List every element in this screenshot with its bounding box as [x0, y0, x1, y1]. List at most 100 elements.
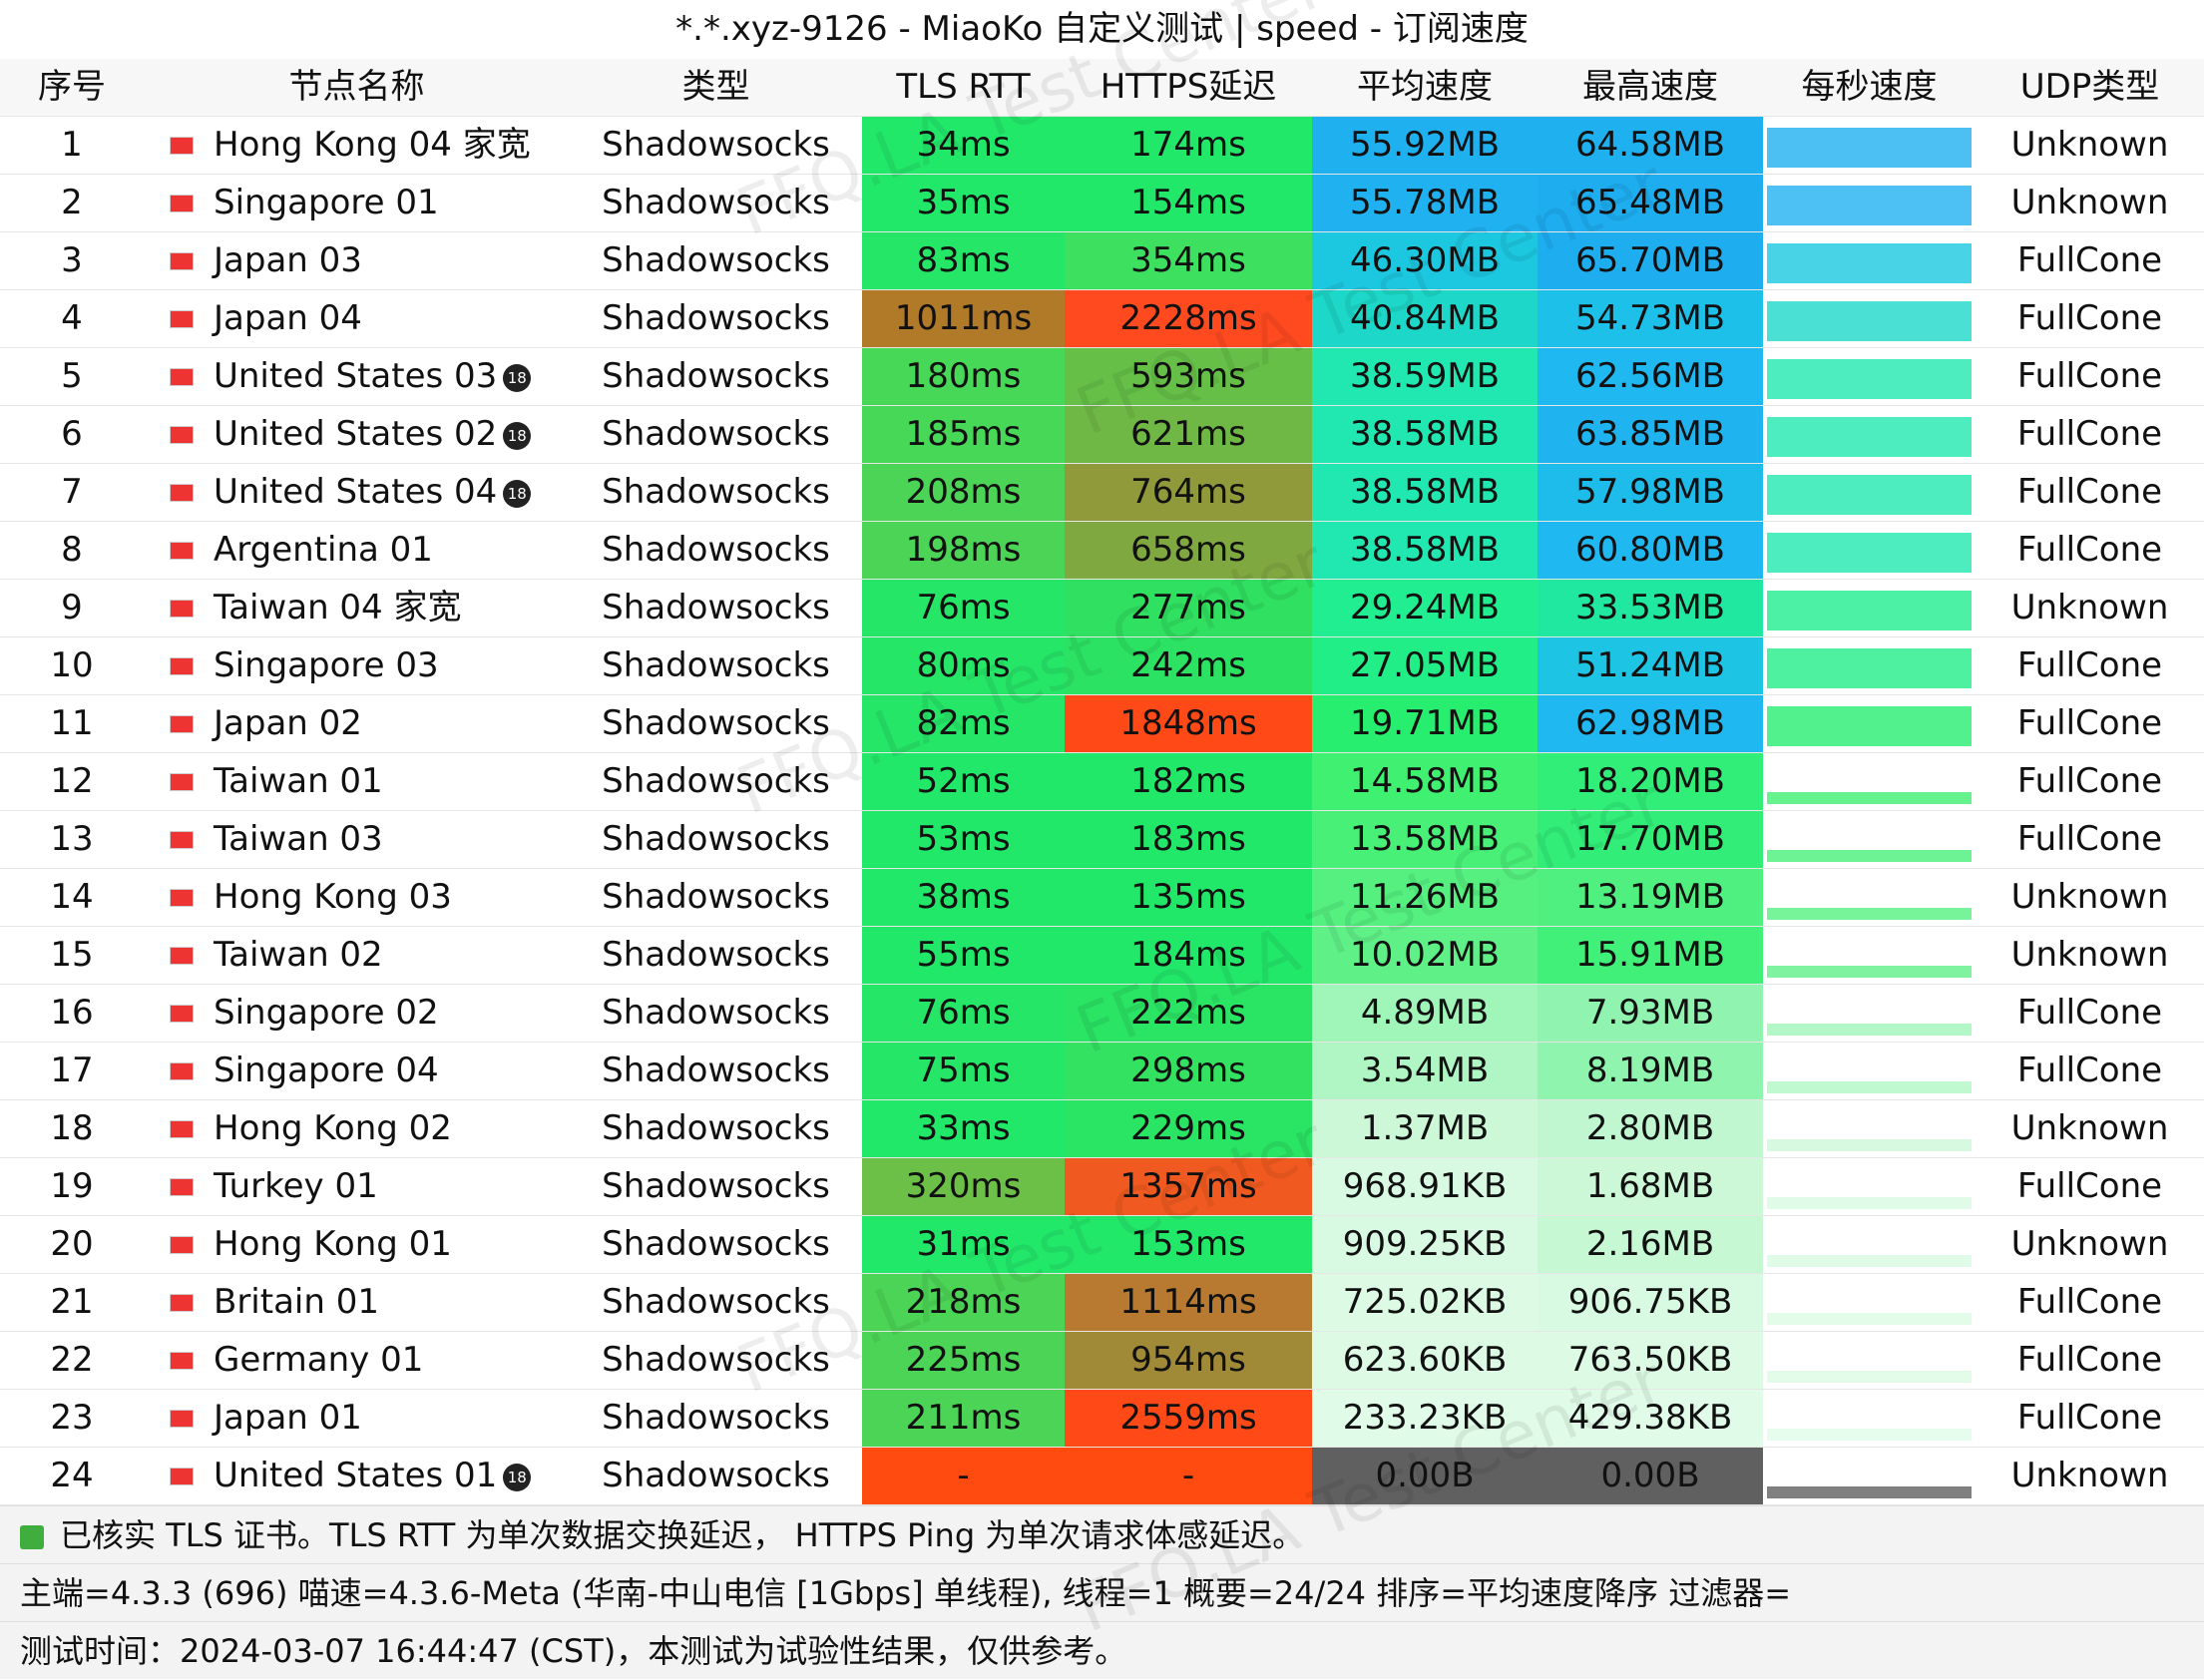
udp-cell: FullCone — [1976, 290, 2204, 348]
per-second-speed-cell — [1763, 464, 1976, 522]
tls-cell: 83ms — [862, 232, 1066, 290]
table-row: 17 Singapore 04 Shadowsocks 75ms 298ms 3.54MB… — [0, 1043, 2204, 1100]
speed-sparkline — [1767, 966, 1972, 978]
table-row: 13 Taiwan 03 Shadowsocks 53ms 183ms 13.58MB 17… — [0, 811, 2204, 869]
no-cell: 3 — [0, 232, 144, 290]
speed-sparkline — [1767, 1139, 1972, 1151]
https-cell: 1357ms — [1065, 1158, 1313, 1216]
no-cell: 22 — [0, 1332, 144, 1390]
type-cell: Shadowsocks — [570, 580, 862, 637]
https-cell: 182ms — [1065, 753, 1313, 811]
udp-cell: FullCone — [1976, 348, 2204, 406]
max-cell: 2.80MB — [1538, 1100, 1764, 1158]
flag-icon — [170, 1468, 194, 1485]
no-cell: 12 — [0, 753, 144, 811]
tls-cell: - — [862, 1448, 1066, 1505]
avg-cell: 1.37MB — [1312, 1100, 1539, 1158]
no-cell: 17 — [0, 1043, 144, 1100]
footer-text: 主端=4.3.3 (696) 喵速=4.3.6-Meta (华南-中山电信 [1… — [20, 1574, 1792, 1612]
https-cell: - — [1065, 1448, 1313, 1505]
no-cell: 15 — [0, 927, 144, 985]
table-row: 19 Turkey 01 Shadowsocks 320ms 1357ms 968.91K… — [0, 1158, 2204, 1216]
flag-icon — [170, 947, 194, 965]
udp-cell: FullCone — [1976, 522, 2204, 580]
https-cell: 1848ms — [1065, 695, 1313, 753]
speed-sparkline — [1767, 1429, 1972, 1441]
age-badge: 18 — [503, 363, 532, 392]
udp-cell: FullCone — [1976, 695, 2204, 753]
node-name: Taiwan 02 — [214, 935, 383, 975]
avg-cell: 14.58MB — [1312, 753, 1539, 811]
tls-cell: 31ms — [862, 1216, 1066, 1274]
node-name: United States 02 — [214, 414, 498, 454]
speed-sparkline — [1767, 1255, 1972, 1267]
footer-text: 已核实 TLS 证书。TLS RTT 为单次数据交换延迟， HTTPS Ping… — [60, 1516, 1305, 1554]
no-cell: 24 — [0, 1448, 144, 1505]
per-second-speed-cell — [1763, 1216, 1976, 1274]
avg-cell: 0.00B — [1312, 1448, 1539, 1505]
https-cell: 229ms — [1065, 1100, 1313, 1158]
table-row: 2 Singapore 01 Shadowsocks 35ms 154ms 55.78MB… — [0, 175, 2204, 232]
flag-icon — [170, 1294, 194, 1312]
udp-cell: Unknown — [1976, 117, 2204, 175]
flag-icon — [170, 715, 194, 733]
avg-cell: 46.30MB — [1312, 232, 1539, 290]
type-cell: Shadowsocks — [570, 869, 862, 927]
tls-cell: 52ms — [862, 753, 1066, 811]
no-cell: 16 — [0, 985, 144, 1043]
speed-sparkline — [1767, 1081, 1972, 1093]
avg-cell: 38.58MB — [1312, 406, 1539, 464]
no-cell: 20 — [0, 1216, 144, 1274]
table-row: 9 Taiwan 04 家宽 Shadowsocks 76ms 277ms 29.24MB… — [0, 580, 2204, 637]
avg-cell: 40.84MB — [1312, 290, 1539, 348]
age-badge: 18 — [503, 1463, 532, 1491]
speed-sparkline — [1767, 1313, 1972, 1325]
no-cell: 14 — [0, 869, 144, 927]
type-cell: Shadowsocks — [570, 175, 862, 232]
flag-icon — [170, 195, 194, 212]
table-row: 10 Singapore 03 Shadowsocks 80ms 242ms 27.05M… — [0, 637, 2204, 695]
node-name-cell: Britain 01 — [144, 1274, 570, 1332]
node-name: Japan 02 — [214, 703, 362, 743]
https-cell: 242ms — [1065, 637, 1313, 695]
node-name: Taiwan 03 — [214, 819, 383, 859]
flag-icon — [170, 1352, 194, 1370]
tls-cell: 38ms — [862, 869, 1066, 927]
no-cell: 23 — [0, 1390, 144, 1448]
speed-sparkline — [1767, 533, 1972, 573]
footer-line: 已核实 TLS 证书。TLS RTT 为单次数据交换延迟， HTTPS Ping… — [0, 1505, 2204, 1563]
udp-cell: FullCone — [1976, 406, 2204, 464]
tls-cell: 33ms — [862, 1100, 1066, 1158]
node-name-cell: Japan 04 — [144, 290, 570, 348]
udp-cell: FullCone — [1976, 637, 2204, 695]
tls-cell: 75ms — [862, 1043, 1066, 1100]
flag-icon — [170, 831, 194, 849]
avg-cell: 19.71MB — [1312, 695, 1539, 753]
no-cell: 21 — [0, 1274, 144, 1332]
no-cell: 10 — [0, 637, 144, 695]
node-name-cell: Hong Kong 02 — [144, 1100, 570, 1158]
type-cell: Shadowsocks — [570, 637, 862, 695]
node-name-cell: Singapore 02 — [144, 985, 570, 1043]
max-cell: 18.20MB — [1538, 753, 1764, 811]
column-header: 节点名称 — [144, 59, 570, 117]
age-badge: 18 — [503, 421, 532, 450]
max-cell: 54.73MB — [1538, 290, 1764, 348]
node-name-cell: Germany 01 — [144, 1332, 570, 1390]
node-name-cell: Hong Kong 01 — [144, 1216, 570, 1274]
max-cell: 13.19MB — [1538, 869, 1764, 927]
column-header: 平均速度 — [1312, 59, 1538, 117]
node-name: Hong Kong 03 — [214, 877, 452, 917]
column-header: 序号 — [0, 59, 144, 117]
column-header: 类型 — [570, 59, 862, 117]
per-second-speed-cell — [1763, 1158, 1976, 1216]
tls-cell: 218ms — [862, 1274, 1066, 1332]
node-name-cell: Singapore 04 — [144, 1043, 570, 1100]
per-second-speed-cell — [1763, 869, 1976, 927]
per-second-speed-cell — [1763, 1390, 1976, 1448]
https-cell: 621ms — [1065, 406, 1313, 464]
flag-icon — [170, 600, 194, 618]
column-header: 最高速度 — [1538, 59, 1763, 117]
per-second-speed-cell — [1763, 1332, 1976, 1390]
table-row: 7 United States 04 18 Shadowsocks 208ms 764ms… — [0, 464, 2204, 522]
